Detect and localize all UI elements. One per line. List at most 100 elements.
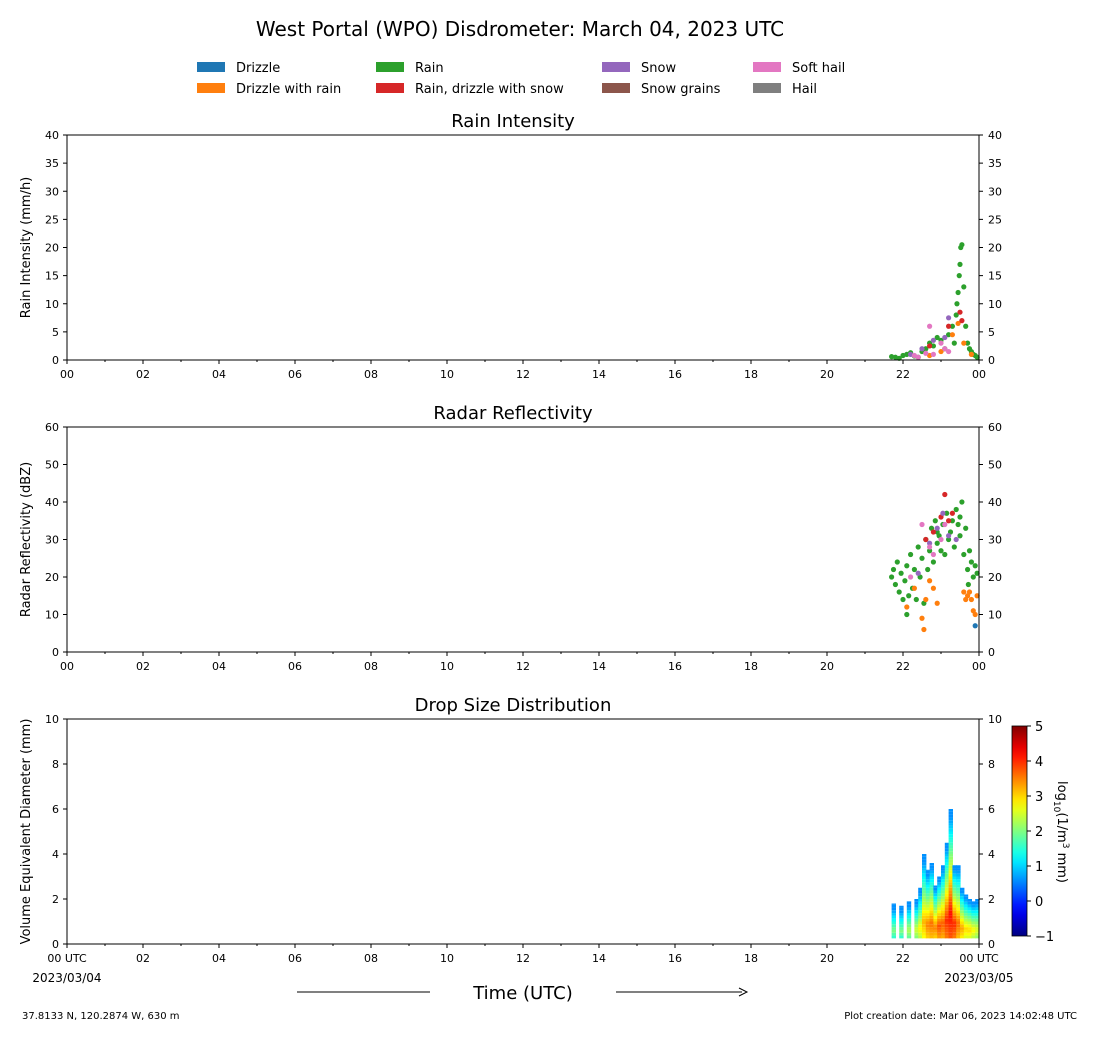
dsd-cell [956,870,961,874]
x-tick-label: 10 [440,660,454,673]
dsd-cell [956,899,961,902]
dsd-cell [948,868,953,871]
data-point [889,574,895,580]
dsd-cell [967,915,972,919]
legend-swatch [197,83,225,93]
dsd-cell [941,932,946,936]
data-point [972,611,978,618]
dsd-cell [944,921,950,925]
dsd-cell [948,882,953,885]
dsd-cell [944,890,950,894]
data-point [908,551,914,558]
dsd-column [906,901,912,939]
legend-swatch [753,83,781,93]
y-tick-label: 35 [45,157,59,170]
dsd-cell [899,913,904,916]
dsd-cell [918,899,923,902]
x-tick-label: 06 [288,952,302,965]
dsd-cell [925,890,931,894]
dsd-cell [922,884,927,888]
data-point [965,566,971,573]
dsd-cell [937,921,942,925]
dsd-cell [891,903,896,905]
dsd-cell [929,932,934,936]
dsd-column [933,885,938,939]
dsd-cell [937,887,942,891]
data-point [959,242,965,248]
dsd-cell [929,868,934,871]
dsd-cell [891,932,896,936]
plot-area [891,809,980,939]
dsd-cell [960,890,965,894]
x-tick-label: 08 [364,368,378,381]
dsd-cell [948,935,953,939]
legend-swatch [602,62,630,72]
y-tick-label: 10 [45,298,59,311]
colorbar-tick-label: 3 [1035,790,1043,805]
data-point [955,320,961,327]
dsd-cell [960,929,965,933]
dsd-cell [906,924,912,928]
y-tick-label: 2 [52,893,59,906]
data-point [894,559,900,565]
y-tick-label-right: 35 [988,157,1002,170]
dsd-cell [971,924,976,928]
dsd-cell [967,918,972,922]
data-point [966,589,973,595]
dsd-cell [948,924,953,928]
data-point [957,309,963,315]
dsd-cell [948,918,953,922]
dsd-cell [933,927,938,930]
y-tick-label-right: 8 [988,758,995,771]
data-point [923,536,929,543]
x-tick-label: 20 [820,952,834,965]
dsd-cell [956,915,961,919]
legend-swatch [602,83,630,93]
dsd-cell [899,921,904,925]
figure-title: West Portal (WPO) Disdrometer: March 04,… [256,17,784,41]
data-point [949,510,956,516]
data-point [902,578,908,584]
dsd-cell [975,899,980,902]
dsd-cell [918,893,923,897]
dsd-cell [906,935,912,939]
y-tick-label: 50 [45,459,59,472]
data-point [927,343,933,349]
data-point [942,491,948,498]
x-tick-label: 10 [440,368,454,381]
dsd-cell [971,910,976,914]
dsd-cell [963,913,969,916]
dsd-cell [963,907,969,911]
dsd-cell [914,935,919,939]
date-start: 2023/03/04 [32,971,101,985]
dsd-cell [948,820,953,824]
dsd-cell [941,910,946,914]
dsd-cell [941,935,946,939]
dsd-column [891,903,896,939]
legend-swatch [376,83,404,93]
data-point [911,585,918,591]
dsd-cell [952,890,957,894]
dsd-cell [952,935,957,939]
y-tick-label-right: 10 [988,713,1002,726]
y-tick-label: 10 [45,713,59,726]
plot-area [889,491,980,633]
dsd-cell [952,865,957,869]
dsd-cell [941,893,946,897]
dsd-cell [952,893,957,897]
dsd-cell [937,899,942,902]
dsd-cell [948,837,953,840]
dsd-cell [952,907,957,911]
dsd-cell [956,929,961,933]
dsd-cell [941,882,946,885]
legend-swatch [376,62,404,72]
data-point [965,581,971,588]
dsd-cell [922,915,927,919]
y-tick-label-right: 10 [988,609,1002,622]
dsd-cell [925,918,931,922]
x-tick-label: 02 [136,660,150,673]
data-point [906,593,912,599]
data-point [930,551,937,558]
dsd-cell [922,890,927,894]
